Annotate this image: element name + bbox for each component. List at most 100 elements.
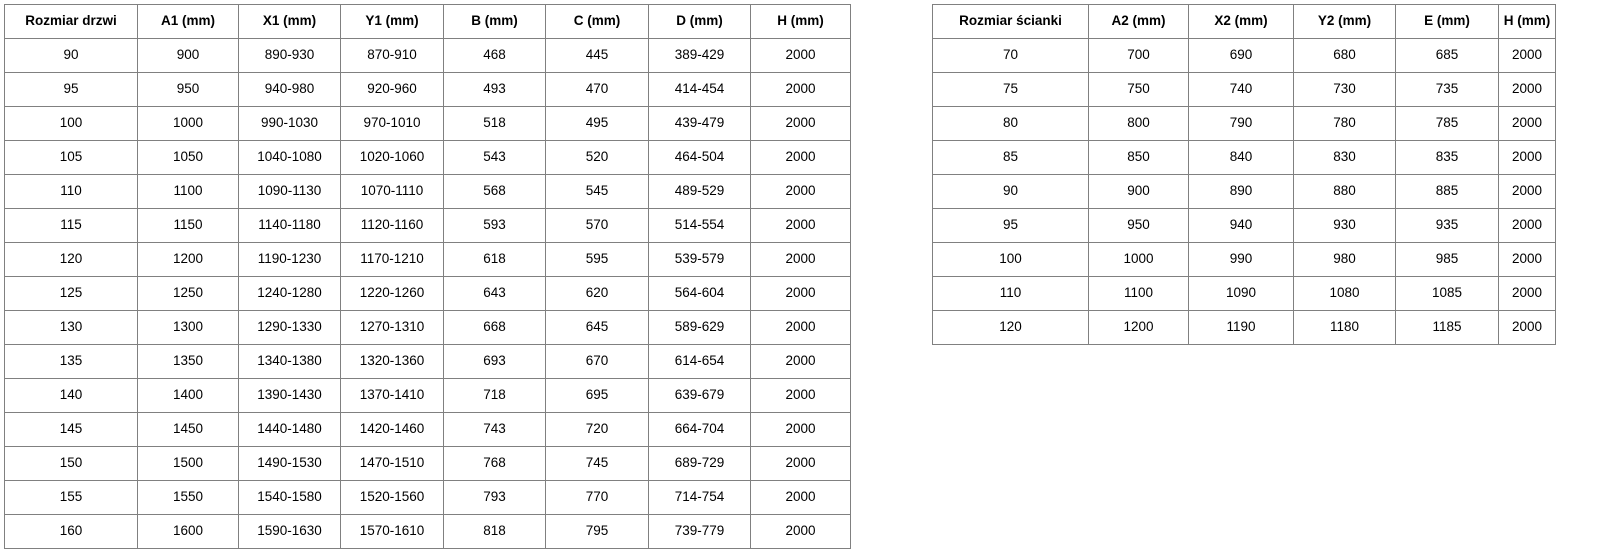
table-cell: 140 <box>4 378 138 413</box>
spec-tables-sheet: Rozmiar drzwi A1 (mm) X1 (mm) Y1 (mm) B (mm)… <box>4 4 1556 549</box>
table-cell: 1050 <box>137 140 239 175</box>
table-cell: 2000 <box>1498 276 1556 311</box>
table-cell: 115 <box>4 208 138 243</box>
table-row: 120 1200 1190 1180 1185 2000 <box>932 310 1556 345</box>
table-cell: 739-779 <box>648 514 751 549</box>
table-row: 95 950 940-980 920-960 493 470 414-454 2000 <box>4 72 851 107</box>
table-cell: 1040-1080 <box>238 140 341 175</box>
table-cell: 950 <box>1088 208 1189 243</box>
table-cell: 95 <box>932 208 1089 243</box>
table-cell: 885 <box>1395 174 1499 209</box>
table-cell: 1120-1160 <box>340 208 444 243</box>
table-cell: 1400 <box>137 378 239 413</box>
table-cell: 795 <box>545 514 649 549</box>
table-cell: 735 <box>1395 72 1499 107</box>
table-cell: 668 <box>443 310 546 345</box>
table-cell: 543 <box>443 140 546 175</box>
table-row: 90 900 890 880 885 2000 <box>932 174 1556 209</box>
table-cell: 1240-1280 <box>238 276 341 311</box>
table-cell: 1150 <box>137 208 239 243</box>
table-cell: 714-754 <box>648 480 751 515</box>
table-cell: 920-960 <box>340 72 444 107</box>
table-cell: 445 <box>545 38 649 73</box>
table-row: 70 700 690 680 685 2000 <box>932 38 1556 73</box>
table-cell: 1085 <box>1395 276 1499 311</box>
column-header: D (mm) <box>648 4 751 39</box>
table-cell: 1020-1060 <box>340 140 444 175</box>
table-cell: 1420-1460 <box>340 412 444 447</box>
table-row: 160 1600 1590-1630 1570-1610 818 795 739-779 20… <box>4 514 851 549</box>
column-header: A2 (mm) <box>1088 4 1189 39</box>
table-cell: 990 <box>1188 242 1294 277</box>
column-header: X2 (mm) <box>1188 4 1294 39</box>
table-cell: 2000 <box>750 242 851 277</box>
table-cell: 120 <box>4 242 138 277</box>
table-cell: 835 <box>1395 140 1499 175</box>
table-cell: 495 <box>545 106 649 141</box>
table-cell: 768 <box>443 446 546 481</box>
table-cell: 1490-1530 <box>238 446 341 481</box>
table-cell: 1140-1180 <box>238 208 341 243</box>
table-cell: 2000 <box>1498 38 1556 73</box>
table-cell: 1070-1110 <box>340 174 444 209</box>
table-cell: 940-980 <box>238 72 341 107</box>
table-header-row: Rozmiar drzwi A1 (mm) X1 (mm) Y1 (mm) B (mm)… <box>4 4 851 39</box>
table-cell: 900 <box>1088 174 1189 209</box>
table-cell: 1220-1260 <box>340 276 444 311</box>
table-cell: 2000 <box>1498 310 1556 345</box>
table-cell: 620 <box>545 276 649 311</box>
table-cell: 1000 <box>137 106 239 141</box>
table-cell: 439-479 <box>648 106 751 141</box>
column-header: C (mm) <box>545 4 649 39</box>
table-row: 100 1000 990 980 985 2000 <box>932 242 1556 277</box>
table-row: 85 850 840 830 835 2000 <box>932 140 1556 175</box>
table-cell: 2000 <box>1498 242 1556 277</box>
table-cell: 1390-1430 <box>238 378 341 413</box>
table-cell: 464-504 <box>648 140 751 175</box>
table-cell: 940 <box>1188 208 1294 243</box>
table-cell: 750 <box>1088 72 1189 107</box>
table-cell: 970-1010 <box>340 106 444 141</box>
table-cell: 1170-1210 <box>340 242 444 277</box>
table-cell: 95 <box>4 72 138 107</box>
table-cell: 830 <box>1293 140 1396 175</box>
table-cell: 2000 <box>750 412 851 447</box>
table-cell: 1090-1130 <box>238 174 341 209</box>
table-cell: 800 <box>1088 106 1189 141</box>
table-cell: 720 <box>545 412 649 447</box>
table-cell: 664-704 <box>648 412 751 447</box>
table-cell: 1370-1410 <box>340 378 444 413</box>
table-header-row: Rozmiar ścianki A2 (mm) X2 (mm) Y2 (mm) E (m… <box>932 4 1556 39</box>
table-cell: 2000 <box>750 276 851 311</box>
table-row: 75 750 740 730 735 2000 <box>932 72 1556 107</box>
table-cell: 100 <box>932 242 1089 277</box>
table-cell: 1470-1510 <box>340 446 444 481</box>
table-cell: 1350 <box>137 344 239 379</box>
table-cell: 564-604 <box>648 276 751 311</box>
column-header: H (mm) <box>1498 4 1556 39</box>
table-row: 95 950 940 930 935 2000 <box>932 208 1556 243</box>
table-cell: 518 <box>443 106 546 141</box>
table-cell: 900 <box>137 38 239 73</box>
table-cell: 1440-1480 <box>238 412 341 447</box>
table-cell: 130 <box>4 310 138 345</box>
table-cell: 2000 <box>750 174 851 209</box>
table-cell: 935 <box>1395 208 1499 243</box>
table-cell: 589-629 <box>648 310 751 345</box>
table-cell: 1190 <box>1188 310 1294 345</box>
table-cell: 85 <box>932 140 1089 175</box>
table-cell: 2000 <box>750 140 851 175</box>
table-cell: 100 <box>4 106 138 141</box>
table-cell: 818 <box>443 514 546 549</box>
table-cell: 680 <box>1293 38 1396 73</box>
table-cell: 75 <box>932 72 1089 107</box>
table-cell: 1340-1380 <box>238 344 341 379</box>
table-row: 90 900 890-930 870-910 468 445 389-429 2000 <box>4 38 851 73</box>
table-cell: 1550 <box>137 480 239 515</box>
table-cell: 2000 <box>750 378 851 413</box>
table-cell: 770 <box>545 480 649 515</box>
column-header: Rozmiar ścianki <box>932 4 1089 39</box>
table-row: 150 1500 1490-1530 1470-1510 768 745 689-729 20… <box>4 446 851 481</box>
table-cell: 614-654 <box>648 344 751 379</box>
table-cell: 1190-1230 <box>238 242 341 277</box>
